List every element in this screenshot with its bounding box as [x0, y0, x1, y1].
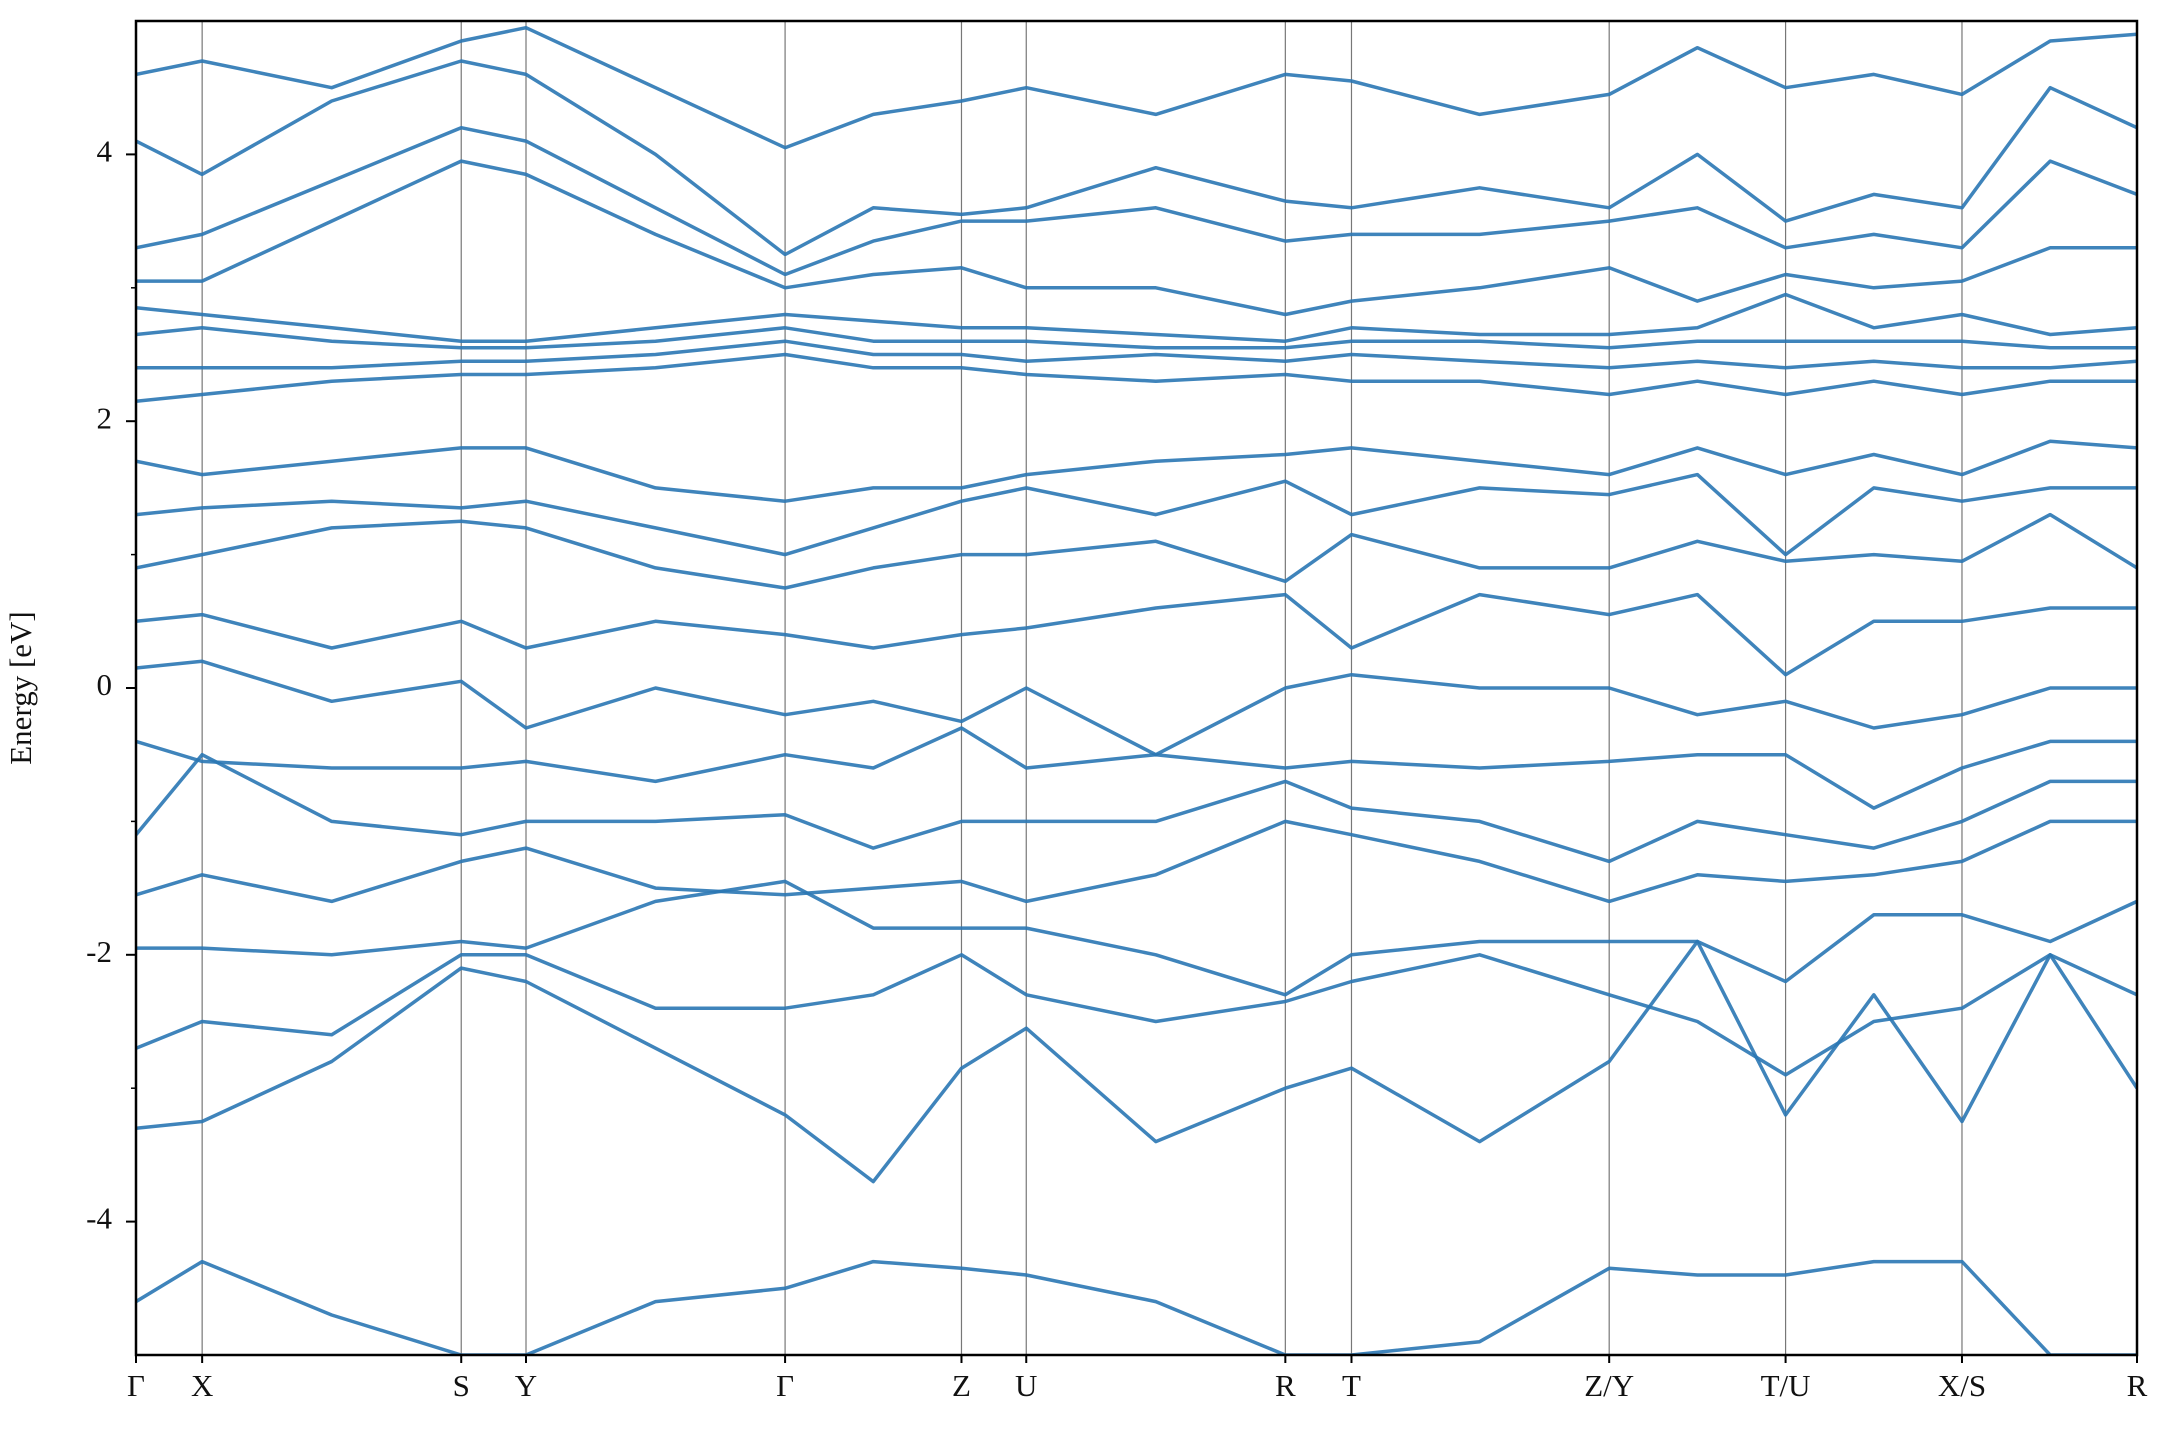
x-tick-label: T/U [1761, 1368, 1811, 1403]
y-tick-label: 2 [97, 400, 113, 435]
band [136, 352, 2137, 403]
band [136, 939, 2137, 1184]
band [136, 819, 2137, 904]
band [136, 439, 2137, 503]
band [136, 292, 2137, 343]
band [136, 752, 2137, 864]
band [136, 512, 2137, 590]
band [136, 59, 2137, 257]
band [136, 726, 2137, 810]
y-tick-label: 0 [97, 667, 113, 702]
band [136, 953, 2137, 1077]
band [136, 879, 2137, 997]
x-tick-label: Z [952, 1368, 971, 1403]
axes-layer: Γ X S Y Γ Z U R T Z/Y T/U X/S R -4 -2 0 2 4 [86, 19, 2148, 1403]
band [136, 159, 2137, 317]
band [136, 592, 2137, 677]
band [136, 659, 2137, 757]
y-axis-label: Energy [eV] [3, 611, 38, 765]
x-tick-label: Γ [776, 1368, 794, 1403]
x-tick-label: X [191, 1368, 213, 1403]
band [136, 25, 2137, 150]
x-tick-label: T [1342, 1368, 1361, 1403]
y-tick-label: -4 [86, 1201, 112, 1236]
y-tick-label: 4 [97, 134, 113, 169]
x-tick-label: Y [515, 1368, 537, 1403]
x-tick-label: R [1275, 1368, 1296, 1403]
band [136, 339, 2137, 370]
plot-frame [134, 19, 2139, 1357]
x-tick-label: Z/Y [1584, 1368, 1634, 1403]
x-tick-label: R [2127, 1368, 2148, 1403]
band [136, 472, 2137, 557]
band [136, 1259, 2137, 1355]
x-tick-label: X/S [1938, 1368, 1986, 1403]
x-tick-label: S [453, 1368, 470, 1403]
grid-layer [135, 21, 2138, 1355]
y-tick-label: -2 [86, 934, 112, 969]
x-tick-label: Γ [127, 1368, 145, 1403]
band [136, 326, 2137, 350]
x-tick-label: U [1015, 1368, 1037, 1403]
bands-layer [136, 25, 2137, 1355]
band [136, 125, 2137, 277]
